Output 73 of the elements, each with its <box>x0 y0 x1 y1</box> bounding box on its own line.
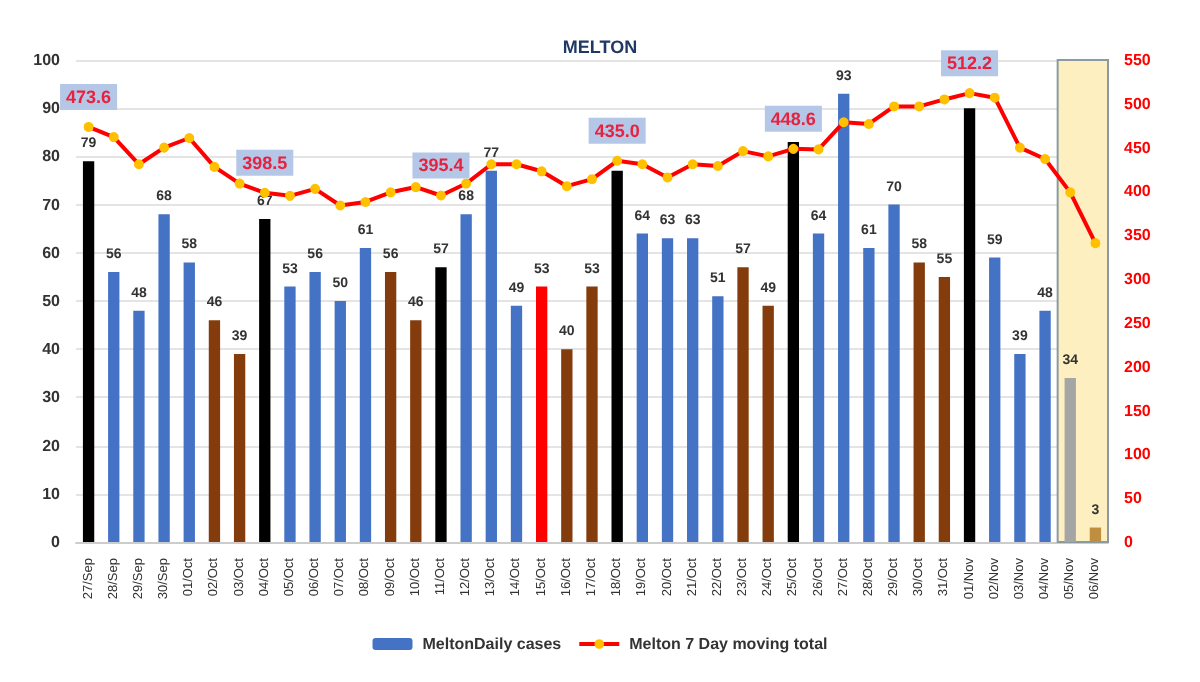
y-tick-label: 10 <box>42 484 62 503</box>
bar <box>208 320 221 542</box>
bar <box>359 247 372 542</box>
bar <box>108 272 120 542</box>
bar <box>410 320 422 542</box>
bar <box>963 108 976 542</box>
data-label: 398.5 <box>242 152 288 173</box>
bar <box>762 305 774 542</box>
y-tick-label: 100 <box>33 51 62 69</box>
bar <box>812 233 825 542</box>
bar <box>737 267 749 542</box>
y2-tick-label: 400 <box>1124 182 1152 201</box>
bar <box>536 286 548 542</box>
bar <box>913 262 925 542</box>
y2-tick-label: 450 <box>1124 138 1152 157</box>
bar <box>636 233 648 542</box>
y-tick-label: 60 <box>42 243 62 262</box>
y-tick-label: 20 <box>42 436 62 455</box>
y2-tick-label: 300 <box>1124 270 1152 289</box>
bar <box>888 204 900 542</box>
data-label: 448.6 <box>770 108 816 129</box>
y-tick-label: 30 <box>42 388 62 407</box>
data-label: 512.2 <box>947 53 993 74</box>
y2-tick-label: 50 <box>1124 489 1143 508</box>
bar <box>334 301 346 542</box>
y2-tick-label: 200 <box>1124 357 1152 376</box>
y-tick-label: 90 <box>42 99 62 118</box>
bar <box>133 310 145 542</box>
bar <box>183 262 195 542</box>
data-label: 435.0 <box>594 120 640 141</box>
bar <box>1089 527 1102 542</box>
bar <box>712 296 724 542</box>
bar <box>510 305 523 542</box>
y2-tick-label: 250 <box>1124 313 1152 332</box>
y-tick-label: 0 <box>51 533 62 551</box>
y2-tick-label: 150 <box>1124 401 1152 420</box>
y-tick-label: 80 <box>42 147 62 166</box>
y-tick-label: 70 <box>42 195 62 214</box>
bar <box>233 354 246 542</box>
bar <box>611 170 623 542</box>
legend-label: Melton 7 Day moving total <box>629 635 828 653</box>
bar <box>284 286 296 542</box>
y-tick-label: 40 <box>42 340 62 359</box>
data-label: 395.4 <box>418 155 464 176</box>
bar <box>259 219 271 542</box>
bar <box>1064 378 1076 542</box>
bar <box>1039 310 1051 542</box>
data-label: 473.6 <box>66 86 112 107</box>
bar <box>158 214 170 542</box>
bar <box>460 214 472 542</box>
bar <box>1014 354 1026 542</box>
bar <box>989 257 1001 542</box>
bar <box>586 286 598 542</box>
y2-tick-label: 100 <box>1124 445 1152 464</box>
y-tick-label: 50 <box>42 292 62 310</box>
bar <box>661 238 674 542</box>
chart-title: MELTON <box>562 37 638 57</box>
bar <box>938 276 951 542</box>
bar <box>435 267 447 542</box>
bar <box>384 272 397 542</box>
bar <box>863 247 875 542</box>
y2-tick-label: 350 <box>1124 226 1152 245</box>
bar <box>485 170 497 542</box>
bar <box>309 272 321 542</box>
y2-tick-label: 0 <box>1124 533 1134 551</box>
bar <box>787 141 800 542</box>
legend-label: MeltonDaily cases <box>422 635 563 653</box>
bar <box>561 349 573 542</box>
y2-tick-label: 550 <box>1124 51 1152 69</box>
y2-tick-label: 500 <box>1124 94 1152 113</box>
bar <box>82 161 95 542</box>
bar <box>838 93 850 542</box>
bar <box>687 238 699 542</box>
